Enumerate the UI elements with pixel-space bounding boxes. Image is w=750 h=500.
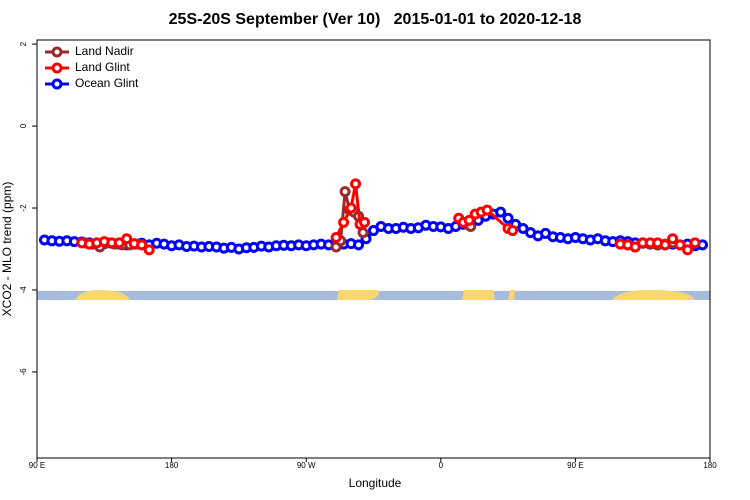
x-tick-label: 90 E — [567, 461, 583, 470]
point — [338, 216, 350, 228]
point — [481, 204, 493, 216]
x-tick-label: 180 — [703, 461, 717, 470]
y-tick-label: 0 — [19, 123, 28, 128]
y-tick-label: 2 — [19, 41, 28, 46]
point — [359, 216, 371, 228]
legend-marker — [51, 78, 63, 90]
y-axis-label: XCO2 - MLO trend (ppm) — [0, 182, 14, 317]
point — [330, 232, 342, 244]
legend-label: Land Nadir — [75, 44, 134, 58]
point — [143, 244, 155, 256]
point — [682, 244, 694, 256]
chart-title: 25S-20S September (Ver 10) 2015-01-01 to… — [169, 11, 582, 28]
point — [507, 225, 519, 237]
point — [667, 233, 679, 245]
point — [463, 214, 475, 226]
point — [121, 233, 133, 245]
point — [659, 239, 671, 251]
point — [502, 212, 514, 224]
x-tick-label: 90 W — [297, 461, 316, 470]
land-patch — [612, 290, 695, 300]
point — [350, 178, 362, 190]
legend-label: Ocean Glint — [75, 76, 139, 90]
land-patch — [508, 290, 515, 300]
legend-marker — [51, 46, 63, 58]
point — [136, 239, 148, 251]
legend-label: Land Glint — [75, 60, 130, 74]
y-tick-label: -6 — [19, 368, 28, 376]
point — [339, 186, 351, 198]
land-patch — [462, 290, 495, 300]
y-tick-label: -4 — [19, 286, 28, 294]
point — [345, 202, 357, 214]
land-patch — [337, 290, 379, 300]
point — [353, 239, 365, 251]
point — [495, 206, 507, 218]
x-tick-label: 0 — [439, 461, 444, 470]
y-tick-label: -2 — [19, 204, 28, 212]
land-patch — [75, 290, 130, 300]
point — [674, 239, 686, 251]
point — [689, 237, 701, 249]
x-axis-label: Longitude — [349, 476, 402, 490]
plot-frame — [36, 39, 711, 459]
legend-marker — [51, 62, 63, 74]
x-tick-label: 90 E — [29, 461, 45, 470]
x-tick-label: 180 — [165, 461, 179, 470]
